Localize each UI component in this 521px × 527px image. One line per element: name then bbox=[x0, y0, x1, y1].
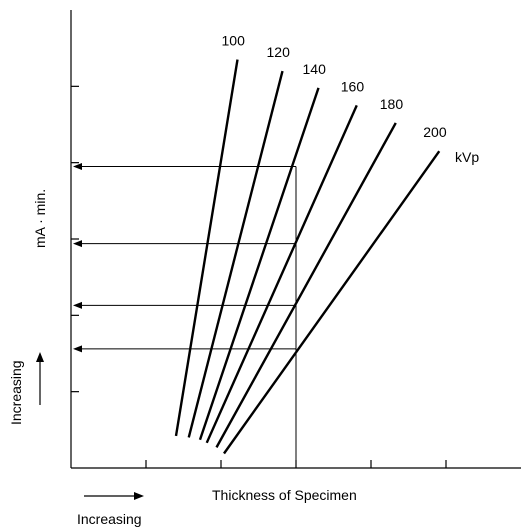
series-line-200 bbox=[223, 150, 441, 455]
series-line-160 bbox=[205, 104, 358, 444]
reference-arrowhead bbox=[73, 162, 82, 170]
series-label-100: 100 bbox=[222, 33, 246, 49]
series-label-180: 180 bbox=[380, 96, 404, 112]
x-direction-label: Increasing bbox=[77, 511, 142, 527]
y-direction-arrow bbox=[36, 352, 44, 405]
series-line-140 bbox=[198, 87, 320, 441]
reference-arrowhead bbox=[73, 345, 82, 353]
unit-label: kVp bbox=[455, 149, 479, 165]
x-direction-arrow bbox=[84, 492, 144, 500]
series-line-100 bbox=[174, 59, 239, 437]
series-lines bbox=[174, 59, 441, 455]
reference-lines bbox=[73, 162, 297, 468]
reference-arrowhead bbox=[73, 240, 82, 248]
x-axis-label: Thickness of Specimen bbox=[212, 487, 357, 503]
series-label-140: 140 bbox=[303, 61, 327, 77]
series-line-120 bbox=[187, 70, 284, 438]
series-label-200: 200 bbox=[423, 124, 447, 140]
series-label-160: 160 bbox=[341, 78, 365, 94]
y-axis-label: mA · min. bbox=[32, 189, 48, 248]
series-line-180 bbox=[215, 122, 397, 448]
axis-ticks bbox=[71, 85, 447, 468]
series-labels: 100 120 140 160 180 200 bbox=[222, 33, 447, 141]
series-label-120: 120 bbox=[267, 44, 291, 60]
y-direction-label: Increasing bbox=[8, 360, 24, 425]
reference-arrowhead bbox=[73, 301, 82, 309]
